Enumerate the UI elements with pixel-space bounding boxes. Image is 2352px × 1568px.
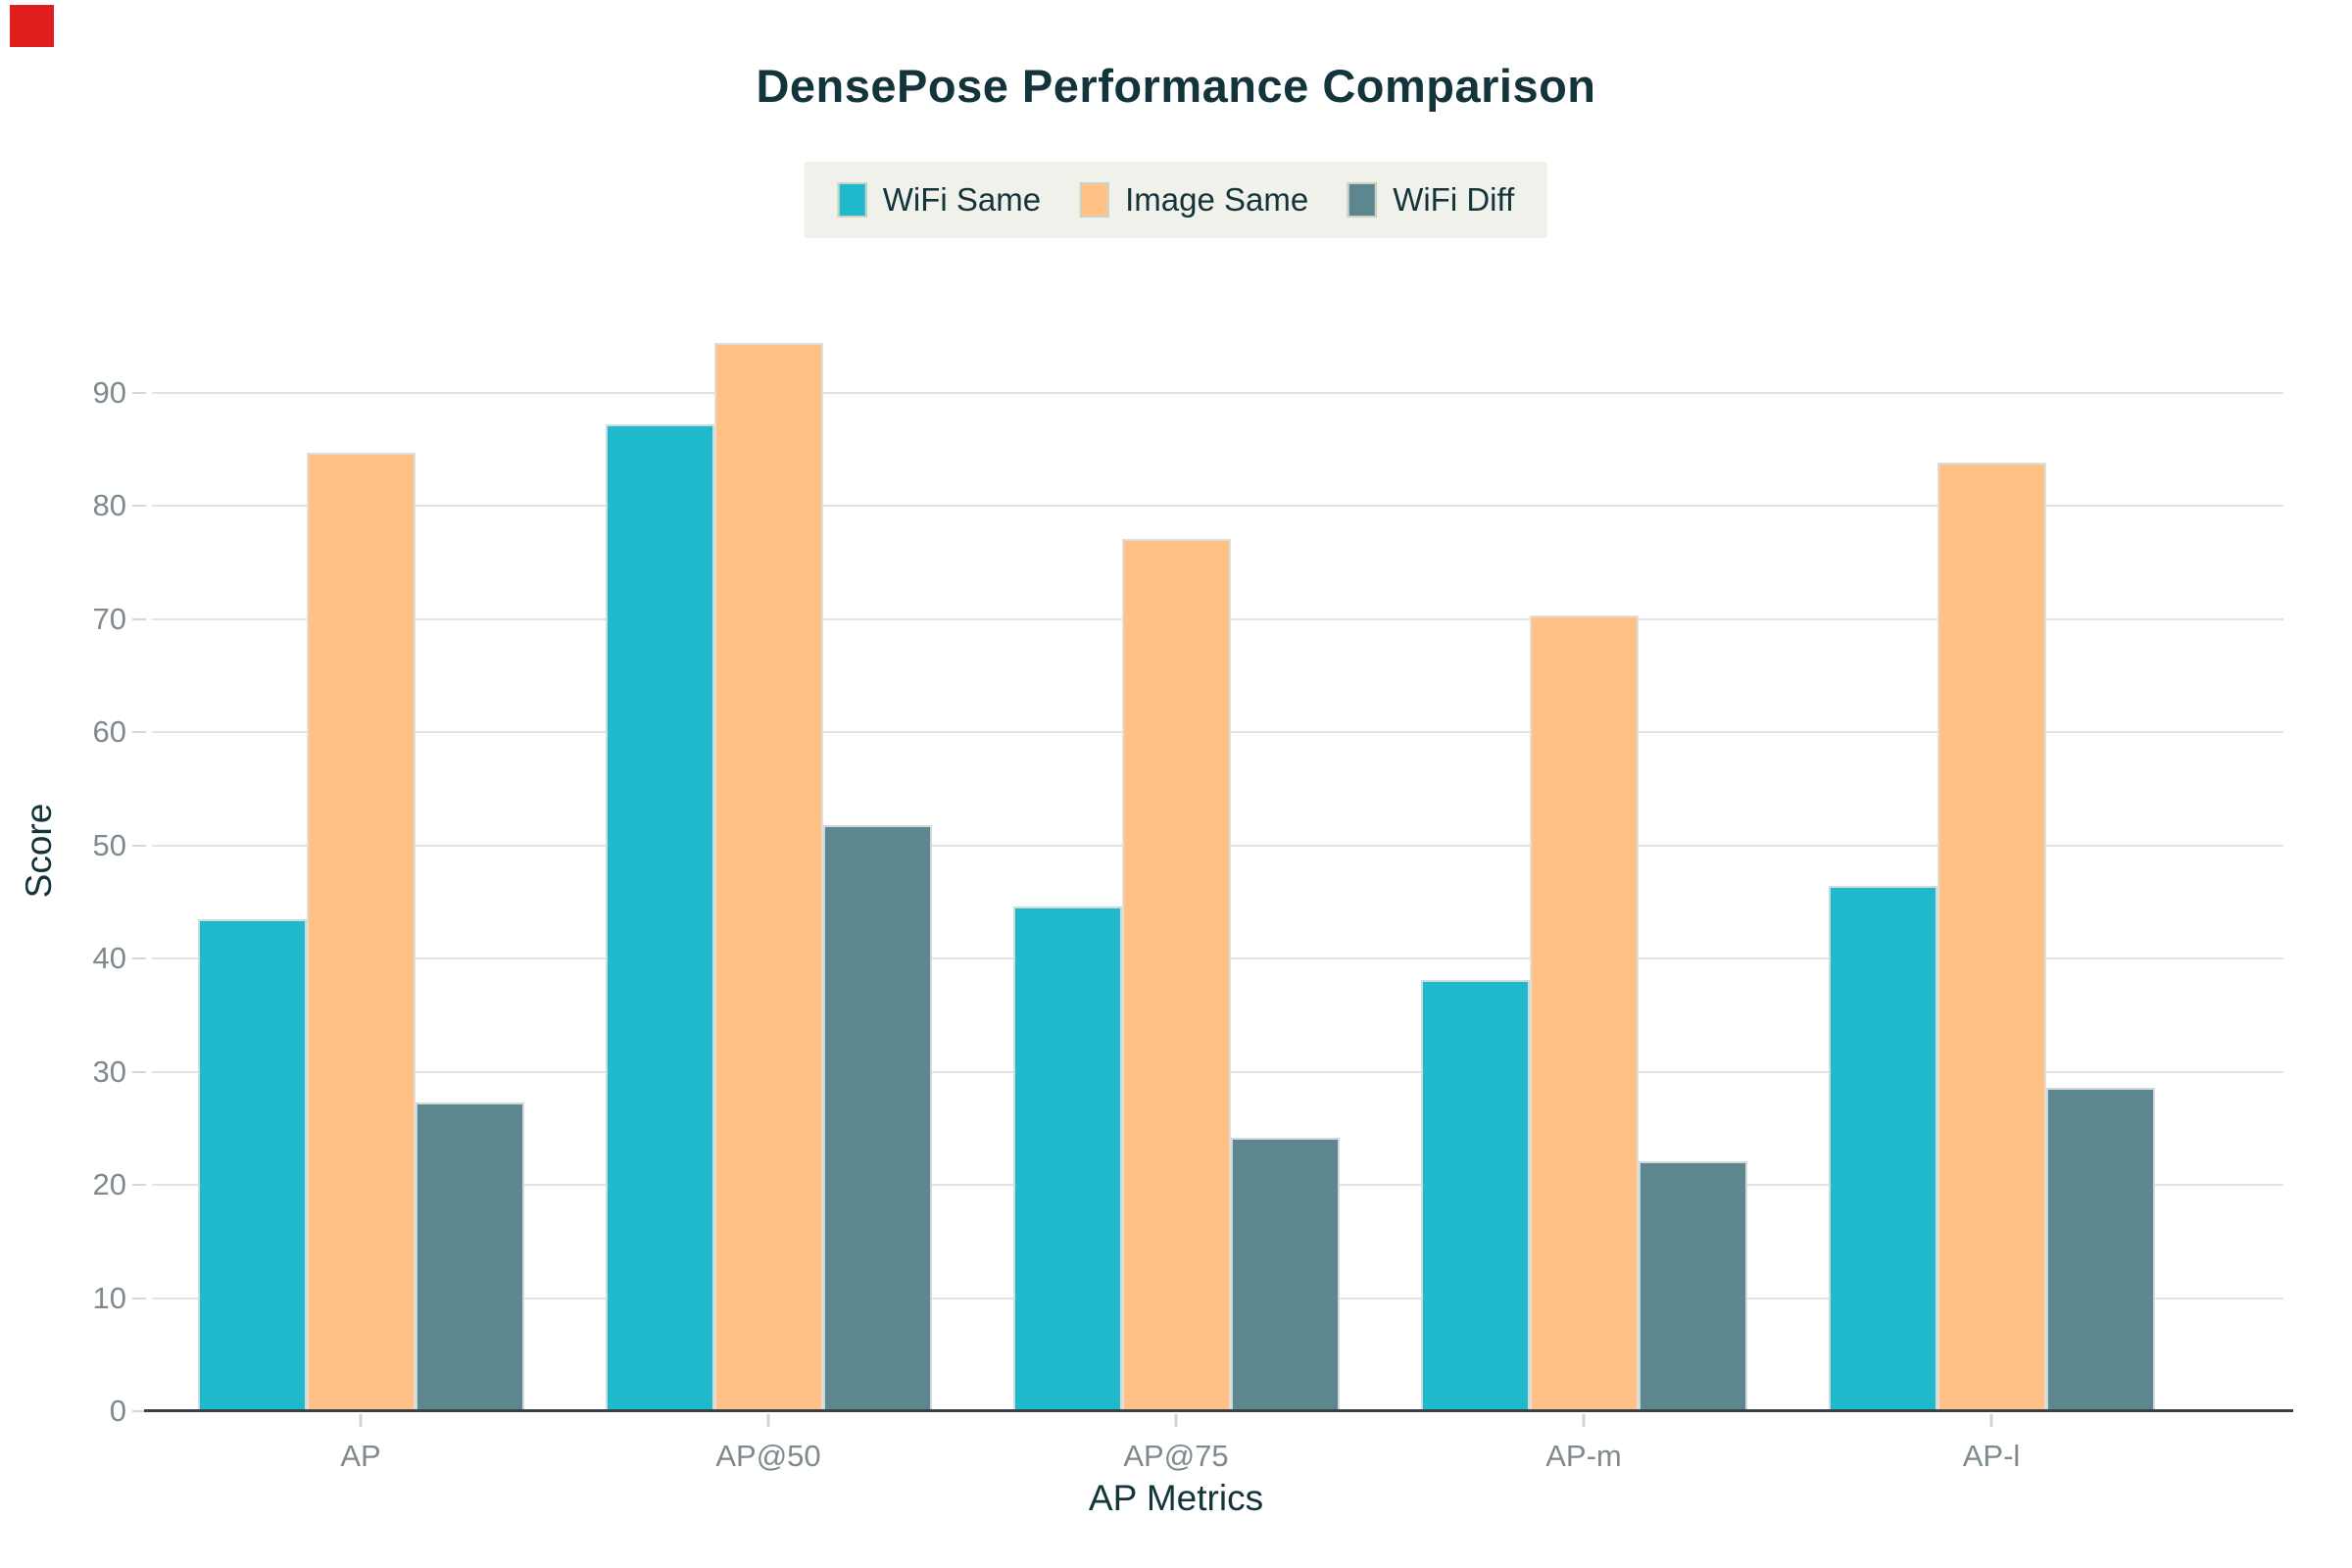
y-tick-mark xyxy=(132,391,146,394)
y-tick-mark xyxy=(132,844,146,847)
bar-image-same-ap75[interactable] xyxy=(1121,538,1231,1411)
y-tick-label: 80 xyxy=(92,488,126,522)
bar-group-ap xyxy=(197,284,524,1411)
legend-swatch-icon xyxy=(1080,182,1110,218)
x-tick-label: AP-l xyxy=(1962,1439,2021,1473)
y-tick-mark xyxy=(132,1297,146,1299)
legend-swatch-icon xyxy=(837,182,867,218)
y-tick-label: 90 xyxy=(92,374,126,410)
gridline xyxy=(152,391,2283,394)
bar-wifi-diff-ap[interactable] xyxy=(415,1102,524,1411)
bar-group-ap50 xyxy=(605,284,932,1411)
bar-image-same-ap[interactable] xyxy=(306,452,416,1411)
bar-wifi-same-ap75[interactable] xyxy=(1012,906,1122,1411)
y-tick-label: 10 xyxy=(92,1280,126,1315)
bar-wifi-diff-ap75[interactable] xyxy=(1230,1137,1340,1411)
y-tick-label: 60 xyxy=(92,714,126,749)
legend-item-image-same[interactable]: Image Same xyxy=(1080,181,1308,219)
y-tick-mark xyxy=(132,1410,146,1412)
bar-wifi-same-ap-m[interactable] xyxy=(1420,979,1530,1411)
gridline xyxy=(152,505,2283,507)
legend: WiFi Same Image Same WiFi Diff xyxy=(804,162,1548,238)
legend-swatch-icon xyxy=(1348,182,1378,218)
legend-item-wifi-diff[interactable]: WiFi Diff xyxy=(1348,181,1514,219)
bar-wifi-diff-ap-l[interactable] xyxy=(2045,1087,2155,1411)
y-tick-label: 30 xyxy=(92,1054,126,1089)
x-tick-mark xyxy=(1582,1414,1586,1427)
x-tick-label: AP@75 xyxy=(1123,1439,1229,1473)
x-tick-label: AP-m xyxy=(1545,1439,1622,1473)
x-tick-mark xyxy=(766,1414,770,1427)
y-axis-title: Score xyxy=(19,803,59,899)
y-tick-label: 20 xyxy=(92,1167,126,1201)
bar-image-same-ap-l[interactable] xyxy=(1936,463,2046,1411)
bar-wifi-diff-ap50[interactable] xyxy=(822,824,932,1411)
y-tick-label: 0 xyxy=(109,1394,126,1428)
x-tick-mark xyxy=(359,1414,363,1427)
plot-area: 0 10 20 30 40 50 60 70 80 90 AP AP@50 AP@75 AP-m AP-l xyxy=(93,284,2293,1473)
x-tick-label: AP@50 xyxy=(715,1439,821,1473)
y-tick-label: 50 xyxy=(92,827,126,862)
y-tick-mark xyxy=(132,505,146,507)
bar-group-ap75 xyxy=(1012,284,1340,1411)
legend-item-wifi-same[interactable]: WiFi Same xyxy=(837,181,1042,219)
y-tick-label: 70 xyxy=(92,601,126,636)
y-tick-mark xyxy=(132,957,146,959)
y-tick-mark xyxy=(132,617,146,620)
chart-title: DensePose Performance Comparison xyxy=(756,60,1596,112)
y-tick-mark xyxy=(132,1184,146,1186)
x-tick-mark xyxy=(1989,1414,1993,1427)
bar-image-same-ap50[interactable] xyxy=(713,342,823,1411)
x-tick-mark xyxy=(1174,1414,1178,1427)
bar-wifi-same-ap-l[interactable] xyxy=(1828,886,1937,1411)
corner-marker xyxy=(10,5,54,47)
y-tick-mark xyxy=(132,1070,146,1073)
legend-item-label: WiFi Same xyxy=(882,181,1042,218)
bar-wifi-same-ap[interactable] xyxy=(197,918,307,1411)
y-tick-label: 40 xyxy=(92,941,126,975)
bar-group-ap-m xyxy=(1420,284,1747,1411)
bar-image-same-ap-m[interactable] xyxy=(1529,615,1639,1411)
x-axis-line xyxy=(144,1409,2293,1412)
bar-wifi-diff-ap-m[interactable] xyxy=(1638,1160,1747,1411)
x-tick-label: AP xyxy=(340,1439,381,1473)
y-tick-mark xyxy=(132,731,146,733)
bar-wifi-same-ap50[interactable] xyxy=(605,423,714,1411)
legend-item-label: Image Same xyxy=(1125,181,1309,218)
x-axis-title: AP Metrics xyxy=(1088,1478,1264,1518)
legend-item-label: WiFi Diff xyxy=(1393,181,1515,218)
bar-group-ap-l xyxy=(1828,284,2155,1411)
